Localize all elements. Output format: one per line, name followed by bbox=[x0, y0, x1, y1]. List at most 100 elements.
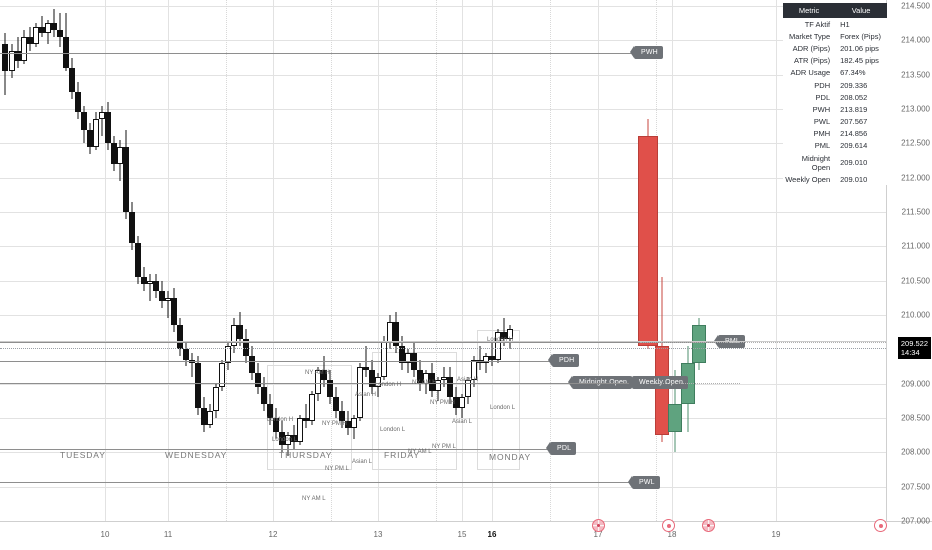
candle-body bbox=[2, 43, 8, 72]
candle-body bbox=[471, 359, 477, 381]
candle-wick bbox=[59, 12, 61, 48]
candle bbox=[69, 0, 75, 521]
candle-body bbox=[111, 143, 117, 164]
level-line bbox=[0, 382, 632, 384]
candle-body bbox=[668, 404, 682, 432]
candle bbox=[441, 0, 447, 521]
candle bbox=[381, 0, 387, 521]
economic-event-marker[interactable] bbox=[874, 519, 887, 532]
candle bbox=[261, 0, 267, 521]
candle bbox=[15, 0, 21, 521]
date-axis[interactable]: 10 11 12 13 15 16 17 18 19 bbox=[0, 522, 886, 550]
metric-key: ADR (Pips) bbox=[783, 42, 836, 55]
candle-body bbox=[165, 297, 171, 302]
session-label: Asian L bbox=[352, 459, 373, 465]
session-label: Asian H bbox=[355, 392, 377, 398]
candle-body bbox=[495, 332, 501, 360]
candle-body bbox=[45, 23, 51, 34]
candle bbox=[345, 0, 351, 521]
candle bbox=[291, 0, 297, 521]
candle-wick bbox=[479, 345, 481, 370]
chart-plot-area[interactable]: PWH PML PDH Midnight OpenWeekly Open PDL PWL L… bbox=[0, 0, 886, 521]
session-label: NY AM L bbox=[408, 449, 432, 455]
level-tag-pdl[interactable]: PDL bbox=[545, 442, 577, 456]
horizontal-gridline bbox=[0, 246, 886, 248]
day-label: MONDAY bbox=[489, 452, 532, 462]
current-price-badge: 209.522 14:34 bbox=[897, 336, 931, 359]
candle bbox=[668, 0, 682, 521]
metrics-row: TF Aktif H1 bbox=[783, 18, 887, 31]
metrics-row: PWL 207.567 bbox=[783, 115, 887, 128]
metric-value: 208.052 bbox=[835, 91, 887, 104]
candle bbox=[429, 0, 435, 521]
session-divider bbox=[331, 0, 333, 521]
candle-body bbox=[33, 26, 39, 44]
session-label: NY PM H bbox=[322, 421, 347, 427]
candle-wick bbox=[191, 352, 193, 377]
horizontal-gridline bbox=[0, 383, 886, 385]
vertical-gridline bbox=[105, 0, 106, 521]
candle-body bbox=[171, 297, 177, 326]
candle-body bbox=[429, 373, 435, 391]
date-tick: 11 bbox=[163, 530, 173, 539]
date-tick: 13 bbox=[373, 530, 383, 539]
candle-body bbox=[393, 321, 399, 346]
level-tag-pwh[interactable]: PWH bbox=[630, 46, 663, 60]
economic-event-marker[interactable] bbox=[702, 519, 715, 532]
metric-value: 207.567 bbox=[835, 115, 887, 128]
metrics-row: PWH 213.819 bbox=[783, 103, 887, 116]
candle bbox=[237, 0, 243, 521]
metric-value: H1 bbox=[835, 18, 887, 31]
session-label: London H bbox=[375, 382, 402, 388]
candle-body bbox=[225, 345, 231, 364]
candle-body bbox=[273, 418, 279, 432]
candle bbox=[273, 0, 279, 521]
session-label: NY PM L bbox=[432, 444, 456, 450]
candle-body bbox=[51, 23, 57, 31]
price-axis[interactable]: 214.500 214.000 213.500 213.000 212.500 212.0… bbox=[887, 0, 932, 526]
date-tick: 19 bbox=[771, 530, 781, 539]
candle bbox=[99, 0, 105, 521]
candle-body bbox=[507, 328, 513, 340]
metric-value: 182.45 pips bbox=[835, 54, 887, 67]
candle-body bbox=[39, 26, 45, 34]
horizontal-gridline bbox=[0, 40, 886, 42]
session-label: Asian L bbox=[452, 419, 473, 425]
candle-wick bbox=[53, 9, 55, 37]
candle bbox=[105, 0, 111, 521]
candle bbox=[177, 0, 183, 521]
candle-body bbox=[81, 112, 87, 130]
candle-body bbox=[363, 366, 369, 370]
vertical-gridline bbox=[672, 0, 673, 521]
candle-body bbox=[399, 345, 405, 364]
day-label: FRIDAY bbox=[384, 450, 420, 460]
candle bbox=[369, 0, 375, 521]
metrics-row: ATR (Pips) 182.45 pips bbox=[783, 54, 887, 67]
price-tick: 207.500 bbox=[901, 482, 930, 492]
candle-body bbox=[261, 387, 267, 405]
candle bbox=[333, 0, 339, 521]
candle bbox=[351, 0, 357, 521]
horizontal-gridline bbox=[0, 6, 886, 7]
horizontal-gridline bbox=[0, 109, 886, 110]
level-tag-pdh[interactable]: PDH bbox=[547, 354, 580, 368]
metrics-row: ADR (Pips) 201.06 pips bbox=[783, 42, 887, 55]
horizontal-gridline bbox=[0, 212, 886, 213]
metric-key: Weekly Open bbox=[783, 173, 836, 186]
economic-event-marker[interactable] bbox=[662, 519, 675, 532]
candle-body bbox=[405, 352, 411, 364]
candle-body bbox=[303, 418, 309, 422]
candle-body bbox=[63, 36, 69, 68]
candle bbox=[465, 0, 471, 521]
metrics-table: Metric Value TF Aktif H1 Market Type Forex … bbox=[783, 3, 887, 186]
candle-body bbox=[339, 411, 345, 422]
candle-wick bbox=[149, 273, 151, 302]
metrics-header-value: Value bbox=[835, 3, 887, 18]
level-tag-pwl[interactable]: PWL bbox=[628, 475, 660, 489]
candle-body bbox=[75, 91, 81, 113]
candle-body bbox=[327, 380, 333, 398]
candle-body bbox=[501, 332, 507, 340]
candle bbox=[123, 0, 129, 521]
economic-event-marker[interactable] bbox=[592, 519, 605, 532]
session-box bbox=[372, 352, 457, 470]
